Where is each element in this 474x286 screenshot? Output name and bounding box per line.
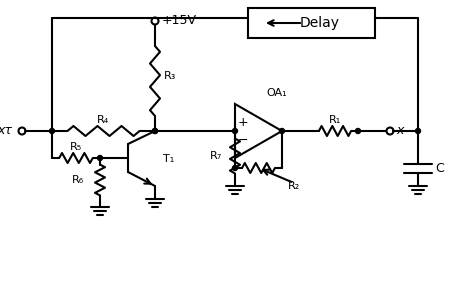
Text: C: C bbox=[435, 162, 444, 175]
Text: −: − bbox=[238, 134, 248, 146]
Circle shape bbox=[356, 128, 361, 134]
Circle shape bbox=[416, 128, 420, 134]
Text: R₇: R₇ bbox=[210, 151, 222, 161]
Circle shape bbox=[280, 128, 284, 134]
Bar bbox=[248, 8, 375, 38]
Circle shape bbox=[233, 128, 237, 134]
Text: R₆: R₆ bbox=[72, 175, 84, 185]
Text: R₁: R₁ bbox=[329, 115, 341, 125]
Text: OA₁: OA₁ bbox=[267, 88, 287, 98]
Text: x: x bbox=[396, 124, 403, 138]
Circle shape bbox=[233, 166, 237, 170]
Text: +: + bbox=[237, 116, 248, 128]
Circle shape bbox=[49, 128, 55, 134]
Text: xτ: xτ bbox=[0, 124, 12, 138]
Circle shape bbox=[98, 156, 102, 160]
Text: R₅: R₅ bbox=[70, 142, 82, 152]
Circle shape bbox=[153, 128, 157, 134]
Circle shape bbox=[153, 128, 157, 134]
Text: T₁: T₁ bbox=[163, 154, 174, 164]
Text: R₃: R₃ bbox=[164, 71, 176, 81]
Text: R₂: R₂ bbox=[288, 181, 300, 191]
Text: +15V: +15V bbox=[162, 15, 197, 27]
Text: R₄: R₄ bbox=[97, 115, 109, 125]
Text: Delay: Delay bbox=[300, 16, 339, 30]
